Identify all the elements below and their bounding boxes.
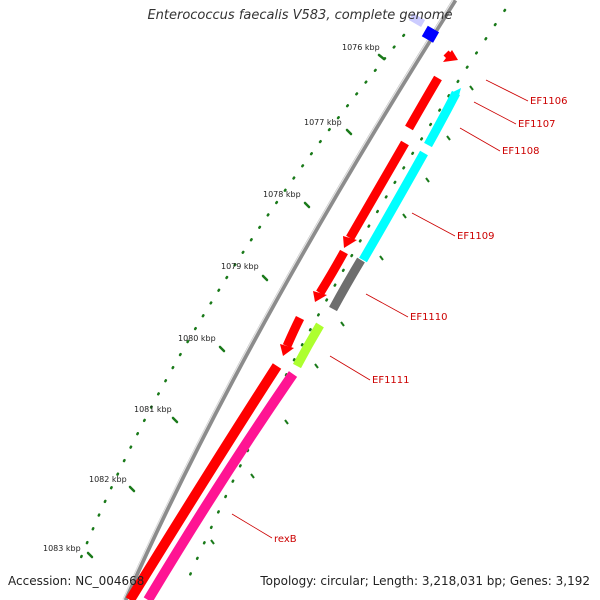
arrow-ef1106 (443, 50, 458, 62)
inner-tick (314, 363, 319, 369)
gene-ef1110-reverse (329, 257, 365, 312)
kbp-tick-1079 (261, 274, 269, 282)
leader-ef1109 (411, 212, 456, 237)
outer-tick-ring (78, 33, 406, 562)
leader-ef1110 (365, 293, 409, 318)
genome-summary-text: Topology: circular; Length: 3,218,031 bp… (260, 574, 590, 588)
gene-blue-top-faded (408, 13, 426, 27)
kbp-tick-1083 (86, 551, 94, 559)
kbp-label-1083: 1083 kbp (43, 544, 81, 553)
kbp-label-1079: 1079 kbp (221, 262, 259, 271)
gene-label-ef1106[interactable]: EF1106 (530, 96, 568, 107)
gene-label-ef1109[interactable]: EF1109 (457, 231, 495, 242)
kbp-tick-1078 (303, 201, 311, 209)
gene-label-ef1107[interactable]: EF1107 (518, 119, 556, 130)
gene-ef1111-reverse (293, 322, 324, 369)
arrow-ef1107-reverse (451, 88, 461, 99)
kbp-tick-1077 (345, 128, 353, 136)
gene-ef1110-forward (282, 315, 305, 348)
map-title: Enterococcus faecalis V583, complete gen… (147, 8, 453, 23)
forward-strand-genes (125, 50, 454, 600)
kbp-tick-1081 (171, 416, 179, 424)
inner-tick (210, 539, 215, 545)
forward-strand-arrowheads (280, 50, 458, 356)
gene-label-ef1108[interactable]: EF1108 (502, 146, 540, 157)
accession-text: Accession: NC_004668 (8, 574, 145, 588)
kbp-tick-1080 (218, 345, 226, 353)
leader-ef1107 (473, 101, 517, 125)
kbp-label-1082: 1082 kbp (89, 475, 127, 484)
kbp-tick-1076 (377, 53, 386, 61)
inner-ticks (210, 85, 474, 545)
leader-ef1106 (485, 79, 529, 102)
arrow-ef1109 (313, 291, 327, 302)
inner-tick (402, 213, 407, 219)
kbp-label-1081: 1081 kbp (134, 405, 172, 414)
inner-tick (379, 255, 384, 261)
inner-tick (340, 321, 345, 327)
gene-ef1109-reverse (359, 150, 428, 263)
inner-tick (469, 85, 474, 91)
genome-backbone (122, 0, 458, 600)
gene-label-rexb[interactable]: rexB (274, 534, 297, 545)
kbp-tick-1082 (128, 485, 136, 493)
leader-rexb (231, 513, 273, 539)
gene-label-ef1111[interactable]: EF1111 (372, 375, 410, 386)
kbp-label-1078: 1078 kbp (263, 190, 301, 199)
gene-ef1107-reverse (424, 90, 460, 148)
genome-backbone-highlight (122, 0, 454, 600)
kbp-label-1076: 1076 kbp (342, 43, 380, 52)
arrow-ef1108 (343, 236, 357, 248)
kbp-label-1077: 1077 kbp (304, 118, 342, 127)
outer-tick-dots (78, 33, 406, 562)
arrow-ef1110 (280, 344, 294, 356)
leader-ef1111 (329, 355, 371, 381)
gene-label-ef1110[interactable]: EF1110 (410, 312, 448, 323)
inner-tick-ring (188, 8, 507, 577)
inner-tick (425, 177, 430, 183)
gene-blue-top (421, 25, 440, 43)
inner-tick (250, 473, 255, 479)
inner-tick (446, 135, 451, 141)
gene-rexb-reverse (143, 371, 298, 600)
label-leader-lines (231, 79, 529, 539)
gene-ef1109-forward (316, 249, 348, 296)
gene-ef1108-forward (346, 140, 409, 241)
gene-ef1107-forward (405, 75, 442, 131)
leader-ef1108 (459, 127, 501, 152)
inner-tick (284, 419, 289, 425)
kbp-label-1080: 1080 kbp (178, 334, 216, 343)
gene-rexb-forward (125, 363, 282, 600)
reverse-strand-genes (143, 90, 460, 600)
